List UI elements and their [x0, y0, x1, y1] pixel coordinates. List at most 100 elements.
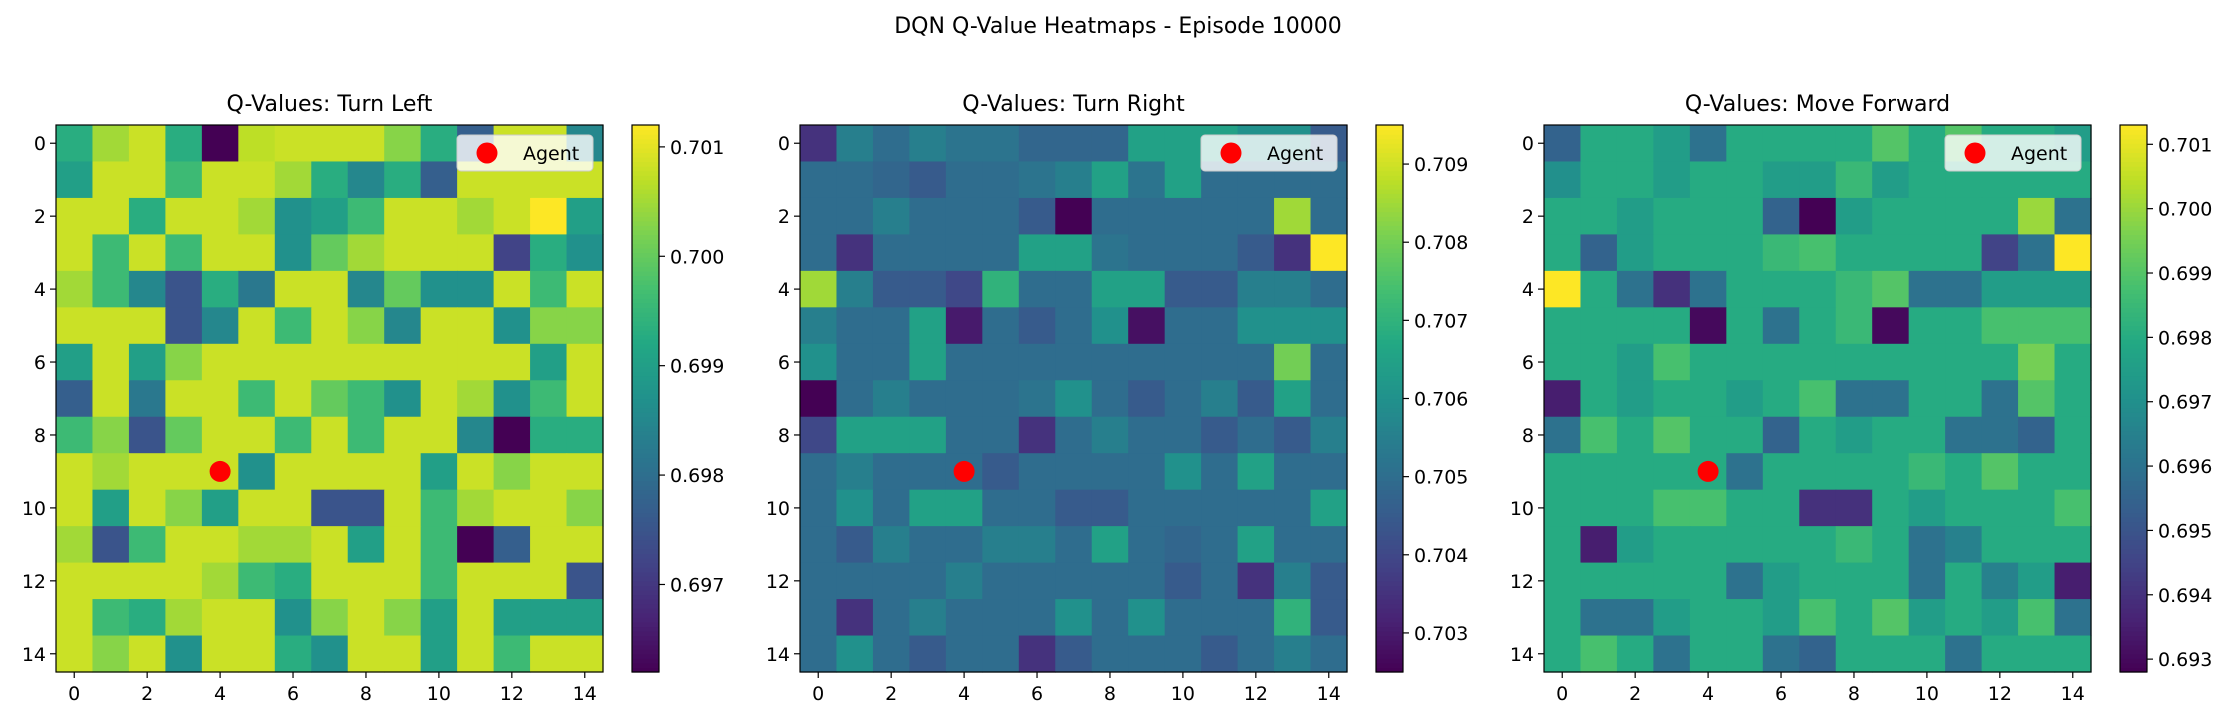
- heatmap-cell: [1274, 635, 1312, 673]
- heatmap-cell: [1201, 562, 1239, 600]
- heatmap-cell: [1872, 307, 1910, 345]
- colorbar-segment: [1376, 644, 1403, 650]
- heatmap-cell: [1762, 234, 1800, 272]
- heatmap-cell: [1055, 197, 1093, 235]
- heatmap-cell: [909, 161, 947, 199]
- y-tick-label: 0: [778, 133, 790, 155]
- y-tick-label: 2: [34, 206, 46, 228]
- colorbar-segment: [1376, 512, 1403, 518]
- heatmap-cell: [1128, 416, 1166, 454]
- heatmap-cell: [1689, 234, 1727, 272]
- heatmap-cell: [909, 489, 947, 527]
- heatmap-cell: [1544, 526, 1582, 564]
- colorbar-segment: [2120, 143, 2147, 149]
- colorbar-segment: [632, 475, 659, 482]
- heatmap-cell: [384, 635, 422, 673]
- colorbar-segment: [632, 211, 659, 217]
- colorbar-segment: [1376, 658, 1403, 664]
- heatmap-cell: [872, 270, 910, 308]
- heatmap-cell: [384, 453, 422, 491]
- heatmap-cell: [1164, 635, 1202, 673]
- heatmap-cell: [530, 526, 568, 564]
- heatmap-cell: [493, 489, 531, 527]
- heatmap-cell: [945, 599, 983, 637]
- colorbar-segment: [2120, 544, 2147, 550]
- colorbar-segment: [1376, 439, 1403, 445]
- colorbar-segment: [632, 238, 659, 245]
- heatmap-cell: [1018, 307, 1056, 345]
- colorbar-segment: [632, 125, 659, 131]
- heatmap-cell: [1981, 380, 2019, 418]
- colorbar-segment: [632, 480, 659, 486]
- panel-title: Q-Values: Turn Right: [962, 92, 1185, 117]
- heatmap-cell: [1018, 599, 1056, 637]
- colorbar-segment: [632, 530, 659, 536]
- colorbar-segment: [2120, 517, 2147, 523]
- x-tick-label: 14: [1317, 683, 1341, 705]
- heatmap-cell: [1164, 234, 1202, 272]
- colorbar-segment: [2120, 152, 2147, 158]
- heatmap-cell: [92, 161, 130, 199]
- colorbar-segment: [1376, 389, 1403, 395]
- heatmap-cell: [92, 125, 130, 163]
- colorbar-segment: [1376, 608, 1403, 614]
- heatmap-cell: [1164, 161, 1202, 199]
- heatmap-cell: [1835, 380, 1873, 418]
- heatmap-cell: [128, 161, 166, 199]
- colorbar-segment: [1376, 521, 1403, 527]
- heatmap-cell: [1274, 234, 1312, 272]
- colorbar-segment: [1376, 279, 1403, 286]
- heatmap-cell: [92, 526, 130, 564]
- colorbar-segment: [2120, 640, 2147, 646]
- heatmap-cell: [1055, 270, 1093, 308]
- heatmap-cell: [1237, 635, 1275, 673]
- heatmap-cell: [1274, 526, 1312, 564]
- heatmap-cell: [2018, 270, 2056, 308]
- heatmap-cell: [1018, 489, 1056, 527]
- heatmap-cell: [165, 526, 203, 564]
- colorbar-segment: [1376, 640, 1403, 646]
- colorbar-segment: [632, 494, 659, 500]
- heatmap-cell: [420, 343, 458, 381]
- heatmap-cell: [1164, 380, 1202, 418]
- colorbar-segment: [2120, 539, 2147, 545]
- colorbar-tick-label: 0.707: [1414, 310, 1468, 332]
- heatmap-cell: [909, 635, 947, 673]
- heatmap-cell: [128, 125, 166, 163]
- heatmap-cell: [274, 562, 312, 600]
- heatmap-cell: [1872, 197, 1910, 235]
- heatmap-cell: [982, 562, 1020, 600]
- colorbar-tick-label: 0.700: [670, 246, 724, 268]
- heatmap-cell: [1726, 234, 1764, 272]
- heatmap-cell: [1653, 526, 1691, 564]
- heatmap-cell: [1689, 416, 1727, 454]
- heatmap-cell: [1908, 416, 1946, 454]
- y-tick-label: 6: [778, 352, 790, 374]
- heatmap-cell: [493, 307, 531, 345]
- heatmap-cell: [1580, 416, 1618, 454]
- heatmap-cell: [1237, 270, 1275, 308]
- heatmap-cell: [384, 197, 422, 235]
- heatmap-cell: [2054, 234, 2092, 272]
- heatmap-cell: [1835, 234, 1873, 272]
- colorbar-segment: [1376, 371, 1403, 377]
- heatmap-cell: [420, 599, 458, 637]
- heatmap-cell: [1872, 380, 1910, 418]
- heatmap-cell: [1945, 380, 1983, 418]
- heatmap-cell: [311, 197, 349, 235]
- colorbar-segment: [1376, 421, 1403, 427]
- heatmap-cell: [238, 453, 276, 491]
- heatmap-cell: [800, 453, 838, 491]
- colorbar-segment: [1376, 179, 1403, 185]
- heatmap-cell: [201, 307, 239, 345]
- heatmap-cell: [1981, 307, 2019, 345]
- heatmap-cell: [420, 489, 458, 527]
- x-tick-label: 0: [812, 683, 824, 705]
- heatmap-cell: [56, 343, 94, 381]
- colorbar-segment: [1376, 316, 1403, 322]
- heatmap-cell: [92, 234, 130, 272]
- agent-marker: [1697, 460, 1719, 482]
- heatmap-cell: [2054, 307, 2092, 345]
- heatmap-cell: [1580, 197, 1618, 235]
- heatmap-cell: [1835, 307, 1873, 345]
